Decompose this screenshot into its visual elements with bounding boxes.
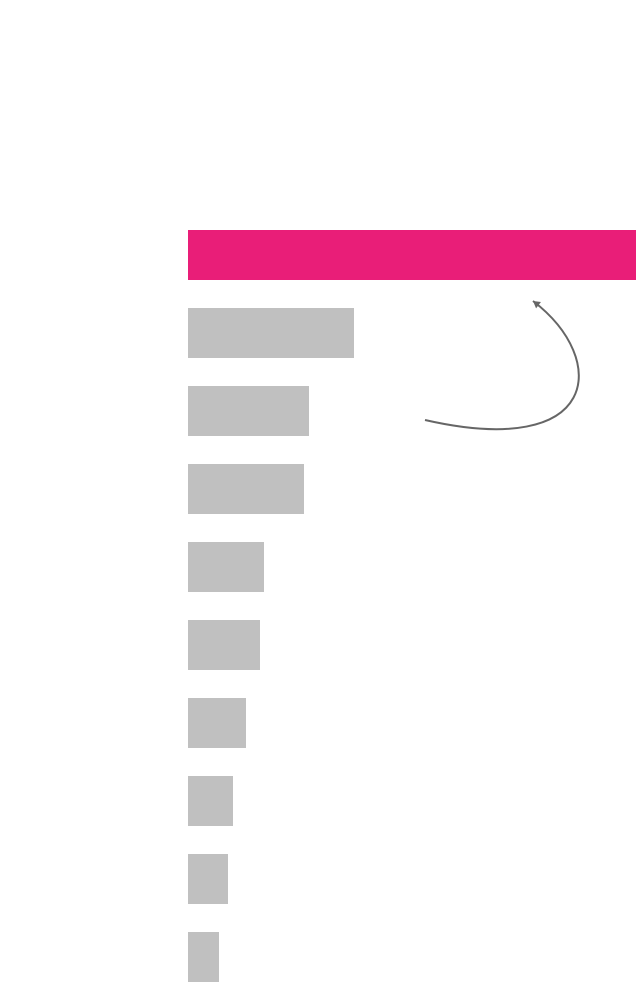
annotation-arrow — [0, 0, 640, 960]
